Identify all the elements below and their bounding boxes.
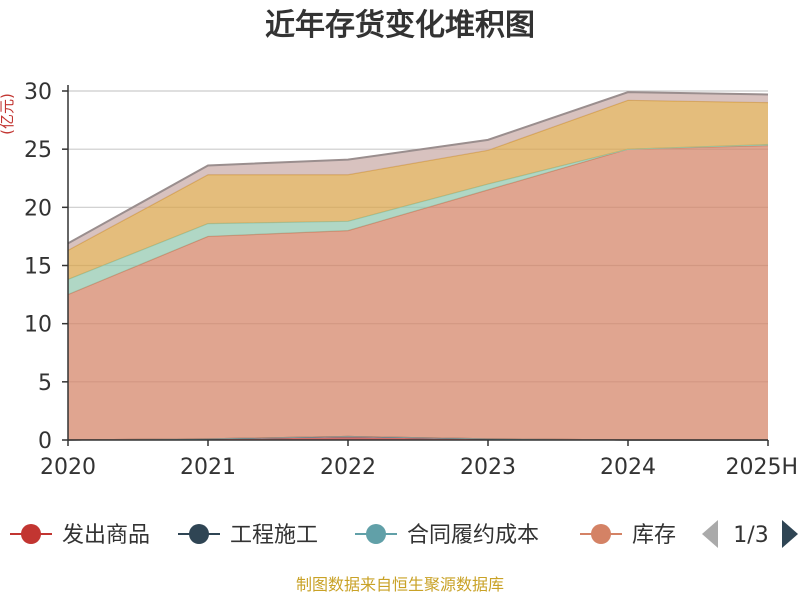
legend-marker <box>21 524 41 544</box>
legend-page-indicator: 1/3 <box>733 523 768 548</box>
y-tick-label: 15 <box>24 255 52 280</box>
legend-item-1[interactable]: 工程施工 <box>178 523 318 548</box>
source-note: 制图数据来自恒生聚源数据库 <box>296 575 504 594</box>
x-tick-label: 2022 <box>320 455 376 480</box>
legend-item-0[interactable]: 发出商品 <box>10 523 150 548</box>
triangle-left-icon[interactable] <box>702 520 718 548</box>
chart-title: 近年存货变化堆积图 <box>265 8 535 43</box>
legend-marker <box>591 524 611 544</box>
axes: 0 5 10 15 20 25 30 2020 2021 2022 2023 2024 2025H <box>24 80 798 480</box>
legend-label: 发出商品 <box>62 523 150 548</box>
x-tick-label: 2023 <box>460 455 516 480</box>
legend-label: 合同履约成本 <box>407 523 539 548</box>
area-series-3 <box>68 145 768 440</box>
x-tick-label: 2025H <box>725 455 798 480</box>
y-tick-label: 0 <box>38 429 52 454</box>
legend-item-3[interactable]: 库存 <box>580 523 676 548</box>
y-tick-label: 30 <box>24 80 52 105</box>
x-tick-label: 2020 <box>40 455 96 480</box>
legend-label: 工程施工 <box>230 523 318 548</box>
area-series-6 <box>68 92 768 251</box>
area-series-5 <box>68 100 768 280</box>
y-tick-label: 10 <box>24 313 52 338</box>
y-axis-label: (亿元) <box>0 93 16 135</box>
stacked-areas <box>67 91 769 441</box>
x-tick-label: 2021 <box>180 455 236 480</box>
legend-label: 库存 <box>632 523 676 548</box>
y-tick-label: 5 <box>38 371 52 396</box>
x-tick-label: 2024 <box>600 455 656 480</box>
y-tick-label: 25 <box>24 138 52 163</box>
area-line-series-6 <box>67 91 769 245</box>
legend[interactable]: 发出商品 工程施工 合同履约成本 库存 1/3 <box>10 520 798 548</box>
y-tick-label: 20 <box>24 196 52 221</box>
legend-marker <box>366 524 386 544</box>
legend-marker <box>189 524 209 544</box>
triangle-right-icon[interactable] <box>782 520 798 548</box>
legend-item-2[interactable]: 合同履约成本 <box>355 523 539 548</box>
